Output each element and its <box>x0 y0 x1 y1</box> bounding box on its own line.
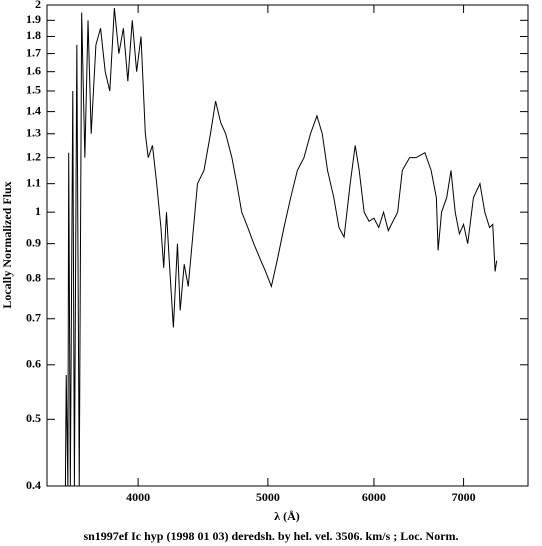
y-tick-label: 0.8 <box>26 271 41 285</box>
spectrum-line <box>64 7 498 487</box>
caption: sn1997ef Ic hyp (1998 01 03) deredsh. by… <box>83 529 458 543</box>
x-tick-label: 4000 <box>126 490 150 504</box>
y-tick-label: 1.6 <box>26 63 41 77</box>
y-tick-label: 1.3 <box>26 125 41 139</box>
y-tick-label: 1.2 <box>26 149 41 163</box>
y-tick-label: 0.6 <box>26 357 41 371</box>
y-tick-label: 0.9 <box>26 235 41 249</box>
y-axis-label: Locally Normalized Flux <box>0 181 14 308</box>
x-tick-label: 6000 <box>362 490 386 504</box>
x-tick-label: 5000 <box>256 490 280 504</box>
y-tick-label: 1.5 <box>26 83 41 97</box>
y-tick-label: 1 <box>35 204 41 218</box>
y-tick-label: 0.4 <box>26 478 41 492</box>
y-tick-label: 1.7 <box>26 45 41 59</box>
y-tick-label: 1.1 <box>26 175 41 189</box>
y-tick-label: 0.5 <box>26 411 41 425</box>
plot-frame <box>46 4 529 487</box>
y-tick-label: 2 <box>35 0 41 11</box>
y-tick-label: 1.9 <box>26 12 41 26</box>
x-axis-label: λ (Å) <box>274 509 300 523</box>
y-tick-label: 1.4 <box>26 103 41 117</box>
y-tick-label: 0.7 <box>26 311 41 325</box>
x-tick-label: 7000 <box>452 490 476 504</box>
y-tick-label: 1.8 <box>26 28 41 42</box>
